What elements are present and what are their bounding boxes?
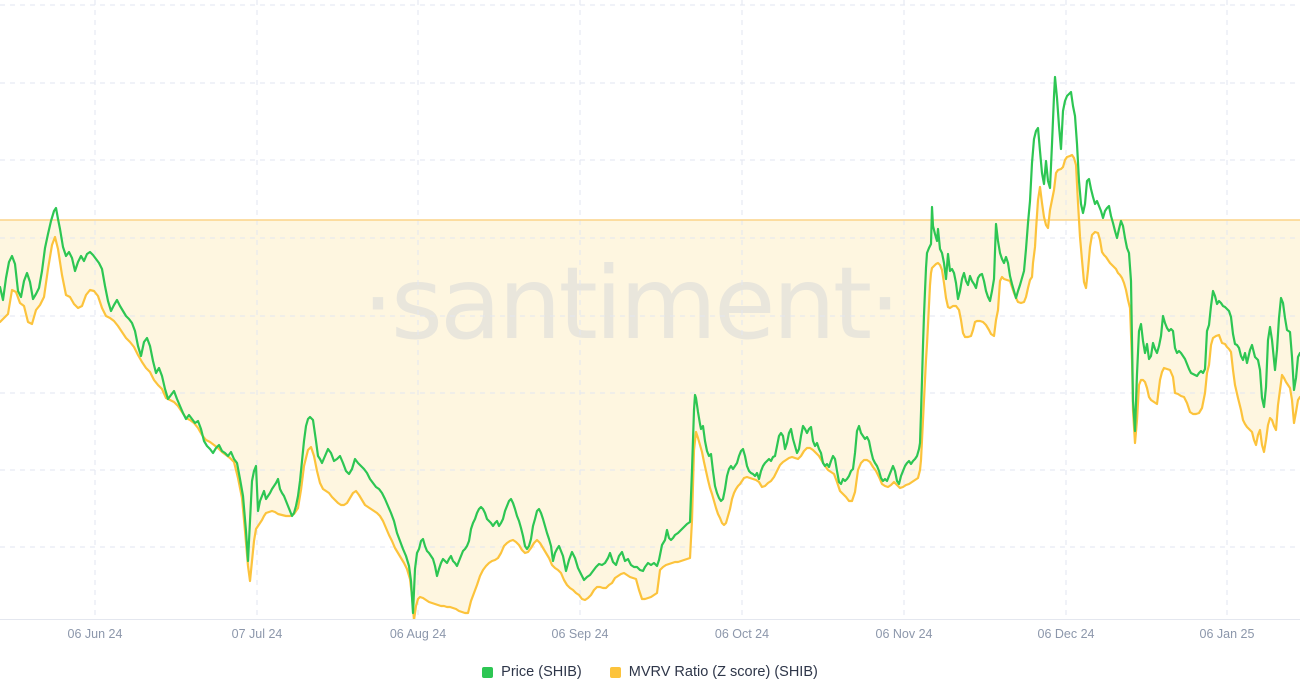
x-axis-tick-label: 06 Aug 24 bbox=[389, 627, 447, 641]
x-axis-tick-label: 06 Jun 24 bbox=[67, 627, 123, 641]
x-axis-labels: 06 Jun 24 07 Jul 24 06 Aug 24 06 Sep 24 06 O… bbox=[0, 620, 1300, 650]
x-axis-tick-label: 06 Dec 24 bbox=[1037, 627, 1095, 641]
legend-item-price[interactable]: Price (SHIB) bbox=[482, 664, 582, 680]
x-axis-tick-label: 06 Sep 24 bbox=[551, 627, 609, 641]
price-mvrv-chart-plot[interactable]: ·santiment· bbox=[0, 0, 1300, 620]
chart-gridlines bbox=[0, 0, 1300, 620]
legend-label-mvrv: MVRV Ratio (Z score) (SHIB) bbox=[628, 664, 818, 680]
x-axis-tick-label: 06 Jan 25 bbox=[1199, 627, 1255, 641]
price-legend-swatch-icon bbox=[482, 666, 494, 678]
legend-label-price: Price (SHIB) bbox=[501, 664, 582, 680]
mvrv-legend-swatch-icon bbox=[609, 666, 621, 678]
x-axis-tick-label: 06 Nov 24 bbox=[875, 627, 933, 641]
legend-item-mvrv[interactable]: MVRV Ratio (Z score) (SHIB) bbox=[609, 664, 818, 680]
mvrv-threshold-area-fill bbox=[0, 155, 1300, 620]
x-axis-tick-label: 07 Jul 24 bbox=[231, 627, 283, 641]
chart-legend: Price (SHIB) MVRV Ratio (Z score) (SHIB) bbox=[0, 664, 1300, 680]
x-axis-tick-label: 06 Oct 24 bbox=[714, 627, 770, 641]
series-lines bbox=[0, 75, 1300, 620]
santiment-watermark: ·santiment· bbox=[362, 245, 898, 362]
